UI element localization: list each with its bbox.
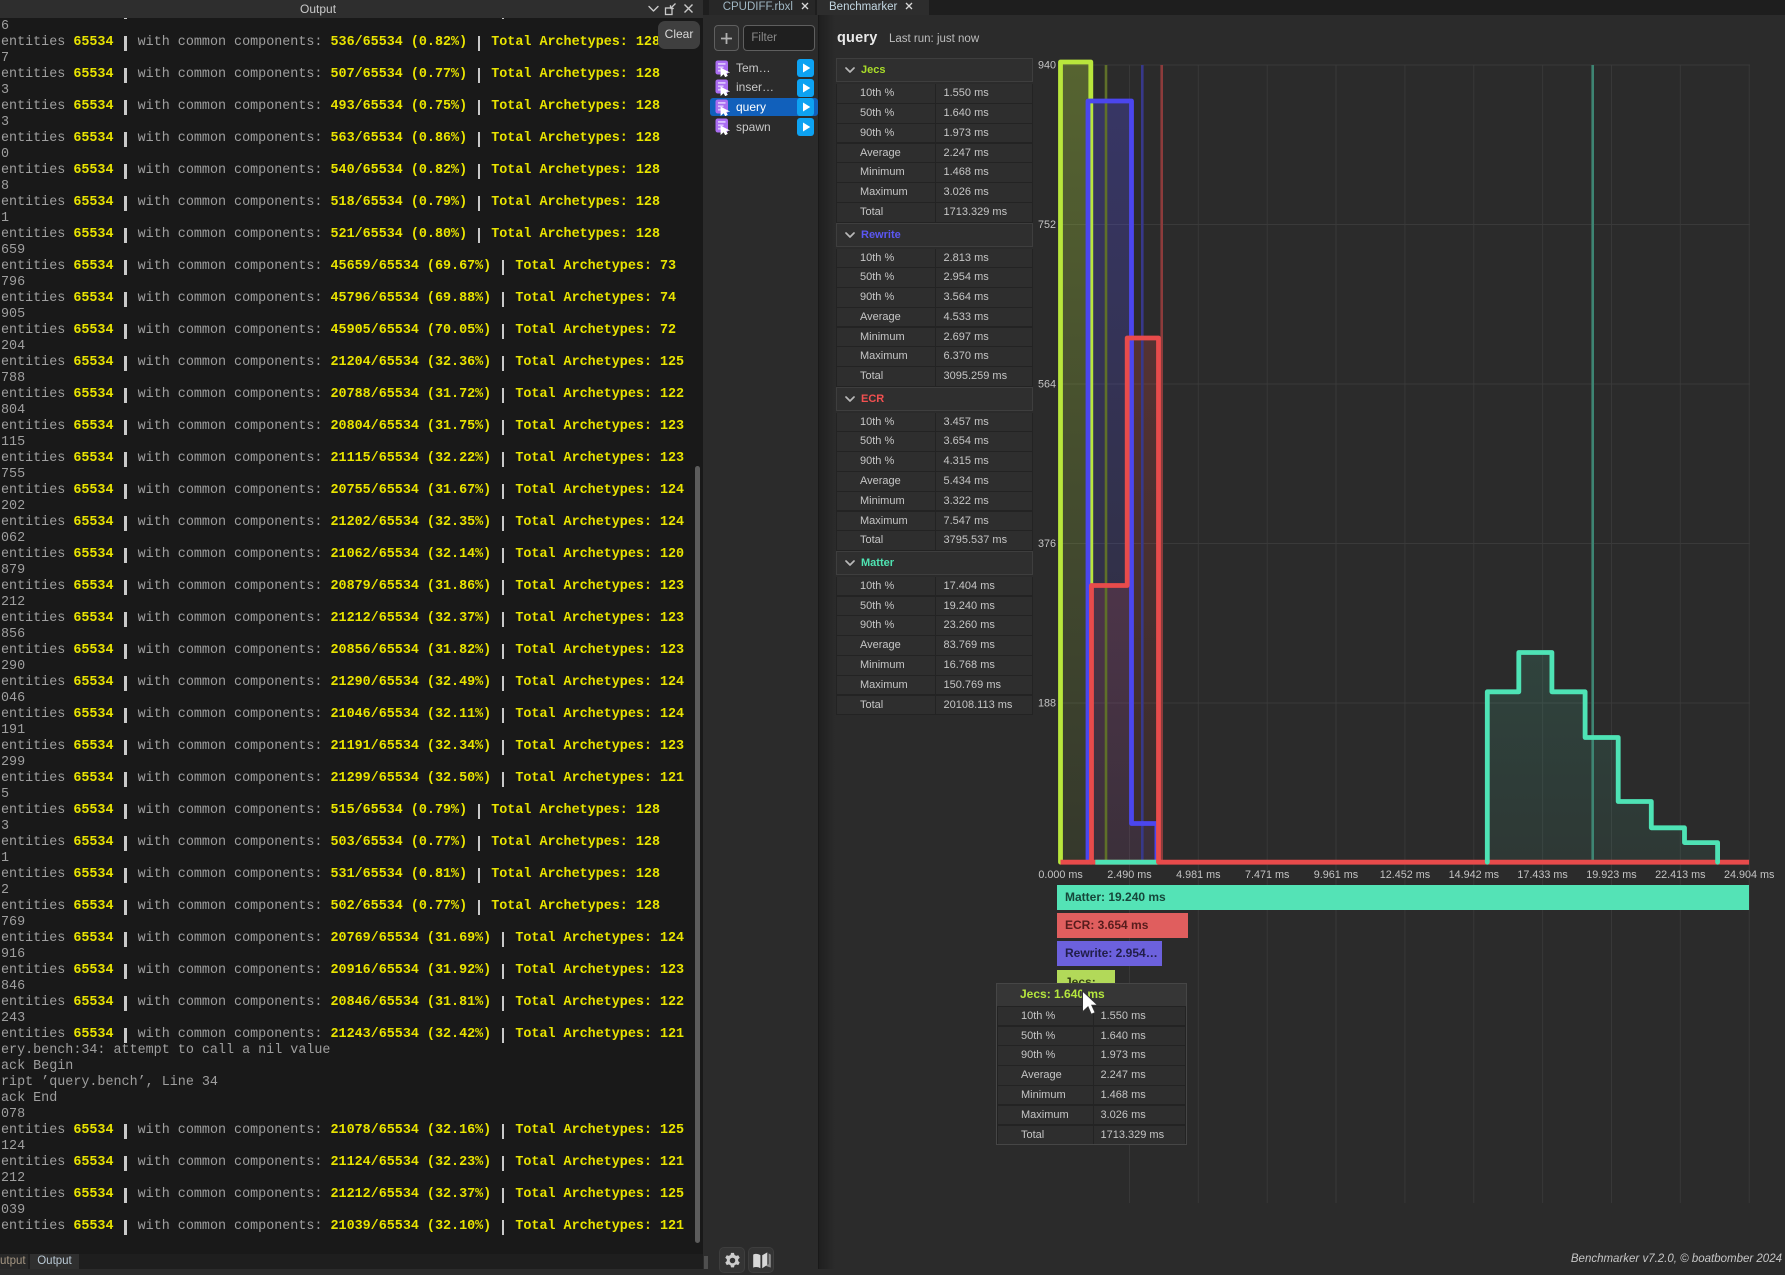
svg-text:7.471 ms: 7.471 ms (1245, 869, 1290, 881)
svg-text:188: 188 (1038, 698, 1056, 710)
svg-text:9.961 ms: 9.961 ms (1314, 869, 1359, 881)
svg-text:14.942 ms: 14.942 ms (1449, 869, 1500, 881)
svg-text:564: 564 (1038, 379, 1056, 391)
svg-text:376: 376 (1038, 538, 1056, 550)
svg-text:752: 752 (1038, 219, 1056, 231)
svg-text:2.490 ms: 2.490 ms (1107, 869, 1152, 881)
svg-text:17.433 ms: 17.433 ms (1517, 869, 1568, 881)
svg-text:940: 940 (1038, 60, 1056, 72)
svg-text:12.452 ms: 12.452 ms (1380, 869, 1431, 881)
svg-text:19.923 ms: 19.923 ms (1586, 869, 1637, 881)
svg-text:0.000 ms: 0.000 ms (1038, 869, 1083, 881)
svg-text:4.981 ms: 4.981 ms (1176, 869, 1221, 881)
svg-text:22.413 ms: 22.413 ms (1655, 869, 1706, 881)
svg-text:24.904 ms: 24.904 ms (1724, 869, 1775, 881)
